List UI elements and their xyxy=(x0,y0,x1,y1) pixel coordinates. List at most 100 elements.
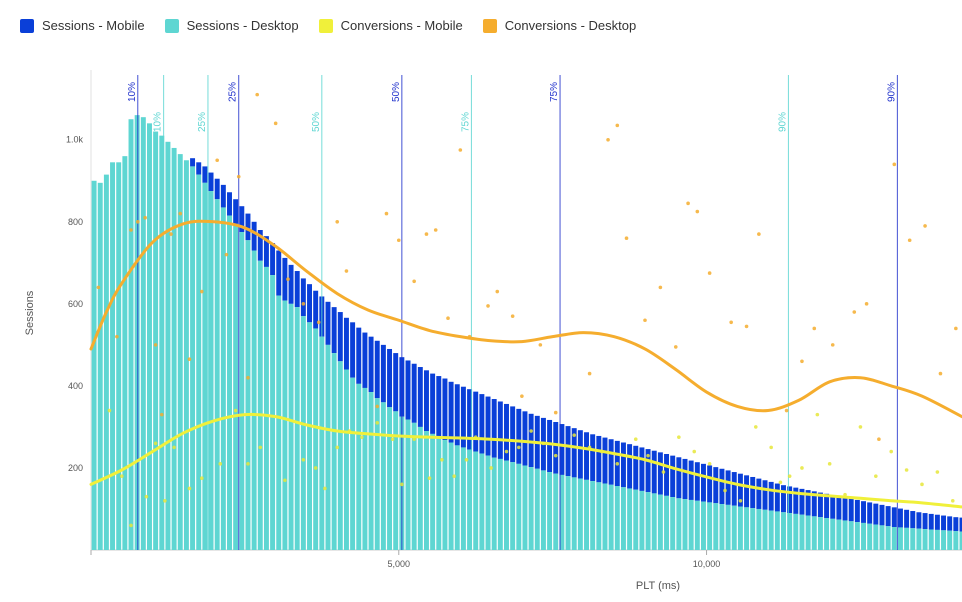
bar-sessions-mobile[interactable] xyxy=(719,468,725,505)
bar-sessions-mobile[interactable] xyxy=(442,378,448,441)
bar-sessions-desktop[interactable] xyxy=(220,207,226,550)
bar-sessions-mobile[interactable] xyxy=(307,284,312,323)
scatter-point-conversions-desktop[interactable] xyxy=(446,316,450,321)
bar-sessions-mobile[interactable] xyxy=(528,413,534,468)
scatter-point-conversions-mobile[interactable] xyxy=(787,474,792,478)
bar-sessions-mobile[interactable] xyxy=(682,458,688,500)
scatter-point-conversions-mobile[interactable] xyxy=(677,435,681,439)
bar-sessions-desktop[interactable] xyxy=(577,478,583,550)
bar-sessions-mobile[interactable] xyxy=(657,452,663,495)
bar-sessions-mobile[interactable] xyxy=(423,370,429,432)
bar-sessions-mobile[interactable] xyxy=(343,317,349,370)
scatter-point-conversions-desktop[interactable] xyxy=(344,269,349,273)
bar-sessions-desktop[interactable] xyxy=(196,174,202,550)
bar-sessions-mobile[interactable] xyxy=(602,437,608,484)
bar-sessions-desktop[interactable] xyxy=(393,411,399,550)
scatter-point-conversions-mobile[interactable] xyxy=(489,466,493,470)
bar-sessions-desktop[interactable] xyxy=(171,147,177,550)
scatter-point-conversions-desktop[interactable] xyxy=(255,92,259,97)
line-conversions-desktop[interactable] xyxy=(89,219,962,419)
scatter-point-conversions-desktop[interactable] xyxy=(246,375,250,380)
bar-sessions-desktop[interactable] xyxy=(257,260,263,550)
bar-sessions-desktop[interactable] xyxy=(122,156,128,550)
scatter-point-conversions-mobile[interactable] xyxy=(517,445,521,450)
bar-sessions-mobile[interactable] xyxy=(294,271,300,308)
bar-sessions-desktop[interactable] xyxy=(694,500,700,550)
bar-sessions-desktop[interactable] xyxy=(700,501,706,550)
scatter-point-conversions-desktop[interactable] xyxy=(830,343,835,347)
bar-sessions-mobile[interactable] xyxy=(239,206,245,233)
bar-sessions-mobile[interactable] xyxy=(270,243,276,276)
bar-sessions-mobile[interactable] xyxy=(405,360,411,420)
bar-sessions-desktop[interactable] xyxy=(177,154,183,550)
bar-sessions-desktop[interactable] xyxy=(639,490,645,550)
bar-sessions-desktop[interactable] xyxy=(547,472,553,550)
bar-sessions-mobile[interactable] xyxy=(885,506,891,527)
scatter-point-conversions-mobile[interactable] xyxy=(119,474,124,478)
scatter-point-conversions-mobile[interactable] xyxy=(553,453,558,458)
scatter-point-conversions-mobile[interactable] xyxy=(301,457,306,462)
scatter-point-conversions-desktop[interactable] xyxy=(938,371,943,376)
bar-sessions-desktop[interactable] xyxy=(134,115,140,550)
bar-sessions-desktop[interactable] xyxy=(116,162,122,551)
legend-item-conversions-desktop[interactable]: Conversions - Desktop xyxy=(482,18,636,33)
bar-sessions-desktop[interactable] xyxy=(448,442,454,550)
bar-sessions-mobile[interactable] xyxy=(959,517,962,532)
bar-sessions-desktop[interactable] xyxy=(750,508,756,550)
scatter-point-conversions-mobile[interactable] xyxy=(233,408,238,413)
bar-sessions-desktop[interactable] xyxy=(485,455,491,550)
bar-sessions-mobile[interactable] xyxy=(910,511,916,529)
legend-item-sessions-desktop[interactable]: Sessions - Desktop xyxy=(164,18,299,33)
bar-sessions-mobile[interactable] xyxy=(947,516,953,531)
bar-sessions-desktop[interactable] xyxy=(436,436,442,550)
bar-sessions-desktop[interactable] xyxy=(540,470,546,550)
scatter-point-conversions-mobile[interactable] xyxy=(661,470,666,474)
scatter-point-conversions-mobile[interactable] xyxy=(199,476,204,481)
bar-sessions-desktop[interactable] xyxy=(159,135,165,550)
scatter-point-conversions-desktop[interactable] xyxy=(892,162,897,167)
bar-sessions-desktop[interactable] xyxy=(897,527,903,550)
bar-sessions-mobile[interactable] xyxy=(202,166,208,183)
scatter-point-conversions-mobile[interactable] xyxy=(129,523,133,528)
bar-sessions-mobile[interactable] xyxy=(196,162,202,175)
bar-sessions-desktop[interactable] xyxy=(497,458,503,550)
bar-sessions-mobile[interactable] xyxy=(768,481,774,511)
scatter-point-conversions-mobile[interactable] xyxy=(753,425,758,429)
scatter-point-conversions-desktop[interactable] xyxy=(673,345,678,349)
bar-sessions-desktop[interactable] xyxy=(916,528,922,550)
scatter-point-conversions-desktop[interactable] xyxy=(159,412,164,417)
bar-sessions-desktop[interactable] xyxy=(664,495,670,550)
legend-item-sessions-mobile[interactable]: Sessions - Mobile xyxy=(20,18,145,33)
bar-sessions-desktop[interactable] xyxy=(190,166,196,550)
scatter-point-conversions-desktop[interactable] xyxy=(169,232,173,236)
scatter-point-conversions-desktop[interactable] xyxy=(495,289,500,294)
scatter-point-conversions-mobile[interactable] xyxy=(738,498,743,503)
bar-sessions-mobile[interactable] xyxy=(368,336,374,393)
bar-sessions-desktop[interactable] xyxy=(645,492,651,550)
scatter-point-conversions-mobile[interactable] xyxy=(400,482,404,487)
bar-sessions-mobile[interactable] xyxy=(220,184,226,208)
bar-sessions-desktop[interactable] xyxy=(793,513,799,550)
bar-sessions-desktop[interactable] xyxy=(657,494,663,550)
scatter-point-conversions-desktop[interactable] xyxy=(153,343,158,347)
scatter-point-conversions-mobile[interactable] xyxy=(440,457,444,462)
scatter-point-conversions-desktop[interactable] xyxy=(424,232,429,236)
bar-sessions-desktop[interactable] xyxy=(356,383,362,550)
scatter-point-conversions-desktop[interactable] xyxy=(800,359,804,364)
bar-sessions-desktop[interactable] xyxy=(103,174,109,550)
bar-sessions-mobile[interactable] xyxy=(590,434,596,482)
bar-sessions-mobile[interactable] xyxy=(762,480,768,510)
bar-sessions-mobile[interactable] xyxy=(620,442,626,488)
scatter-point-conversions-mobile[interactable] xyxy=(153,441,158,446)
bar-sessions-desktop[interactable] xyxy=(411,422,417,550)
bar-sessions-mobile[interactable] xyxy=(861,501,866,523)
scatter-point-conversions-desktop[interactable] xyxy=(286,277,290,282)
bar-sessions-desktop[interactable] xyxy=(504,460,509,550)
bar-sessions-desktop[interactable] xyxy=(861,522,866,550)
scatter-point-conversions-mobile[interactable] xyxy=(144,494,149,499)
bar-sessions-desktop[interactable] xyxy=(941,530,947,550)
bar-sessions-mobile[interactable] xyxy=(251,221,257,251)
scatter-point-conversions-desktop[interactable] xyxy=(115,334,119,339)
scatter-point-conversions-mobile[interactable] xyxy=(464,457,469,462)
bar-sessions-mobile[interactable] xyxy=(417,367,423,427)
